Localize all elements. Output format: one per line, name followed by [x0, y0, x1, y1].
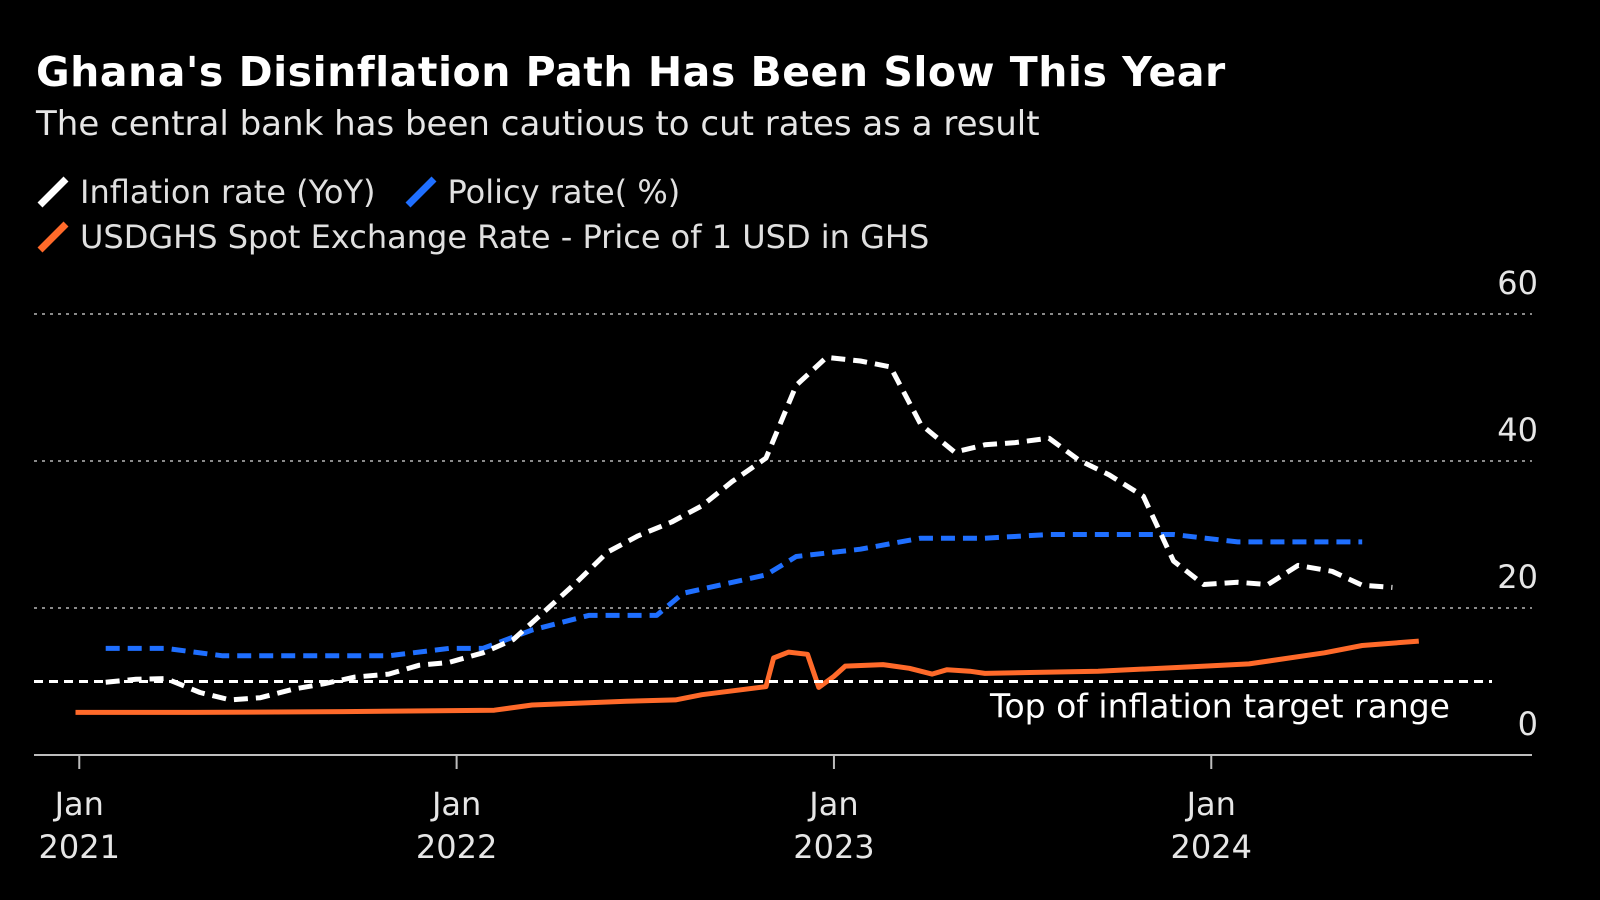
legend-swatch-inflation — [37, 176, 69, 208]
legend-item-usdghs: USDGHS Spot Exchange Rate - Price of 1 U… — [36, 218, 929, 256]
x-tick-month-2024: Jan — [1185, 785, 1236, 823]
legend-item-policy: Policy rate( %) — [404, 173, 681, 211]
x-tick-year-2021: 2021 — [39, 828, 120, 866]
legend-swatch-policy — [405, 176, 436, 208]
legend-swatch-usdghs — [37, 221, 69, 253]
chart-title: Ghana's Disinflation Path Has Been Slow … — [36, 48, 1226, 96]
legend: Inflation rate (YoY) Policy rate( %) — [36, 173, 708, 211]
usdghs-exchange-rate-line — [75, 638, 1419, 715]
chart-subtitle: The central bank has been cautious to cu… — [36, 104, 1040, 144]
x-tick-month-2023: Jan — [807, 785, 858, 823]
x-tick-month-2021: Jan — [53, 785, 104, 823]
legend-label-inflation: Inflation rate (YoY) — [80, 173, 376, 211]
x-tick-year-2023: 2023 — [793, 828, 874, 866]
target-reference-label: Top of inflation target range — [989, 687, 1450, 726]
x-tick-year-2024: 2024 — [1171, 828, 1252, 866]
y-tick-label-40: 40 — [1497, 411, 1538, 449]
y-tick-label-0: 0 — [1518, 705, 1538, 743]
series-layer — [75, 354, 1419, 715]
y-tick-label-60: 60 — [1497, 264, 1538, 302]
y-tick-label-20: 20 — [1497, 558, 1538, 596]
legend-label-usdghs: USDGHS Spot Exchange Rate - Price of 1 U… — [80, 218, 930, 256]
legend-label-policy: Policy rate( %) — [447, 173, 681, 211]
legend-row-2: USDGHS Spot Exchange Rate - Price of 1 U… — [36, 218, 957, 256]
inflation-rate-line — [105, 354, 1393, 703]
x-tick-month-2022: Jan — [430, 785, 481, 823]
policy-rate-line — [105, 532, 1363, 659]
annotation-layer: Top of inflation target range — [34, 680, 1492, 726]
legend-item-inflation: Inflation rate (YoY) — [36, 173, 376, 211]
axis-layer: 0 20 40 60 Jan 2021 Jan 2022 Jan 2023 Jan 2024 — [34, 264, 1538, 866]
x-tick-year-2022: 2022 — [416, 828, 497, 866]
grid-layer — [34, 313, 1532, 609]
